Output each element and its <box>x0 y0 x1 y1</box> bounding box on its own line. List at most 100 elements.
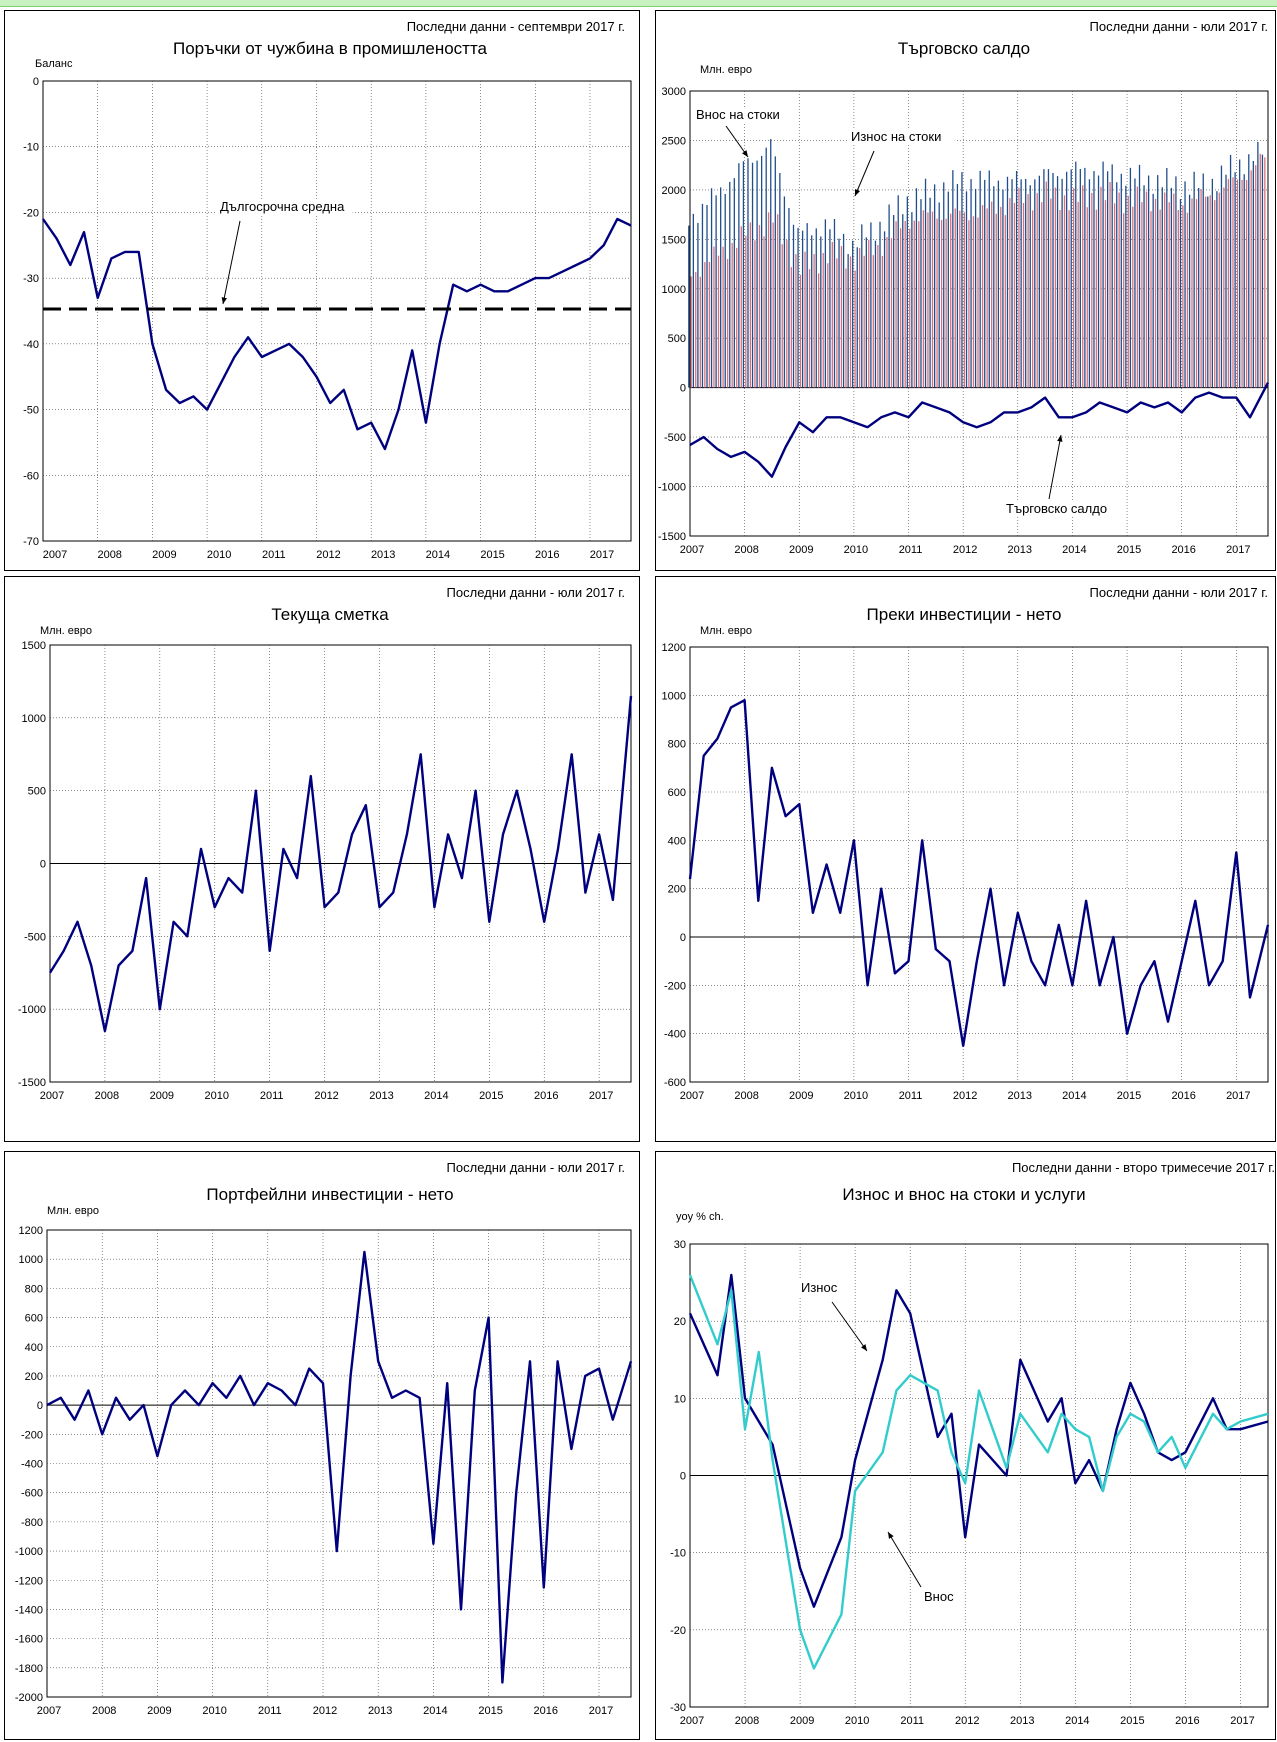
x-tick-label: 2017 <box>590 549 614 561</box>
x-tick-label: 2015 <box>478 1705 502 1717</box>
x-tick-label: 2016 <box>1175 1715 1199 1727</box>
x-tick-label: 2015 <box>1120 1715 1144 1727</box>
y-tick-label: -2000 <box>15 1692 43 1704</box>
y-tick-label: -1600 <box>15 1634 43 1646</box>
x-tick-label: 2014 <box>1062 1090 1086 1102</box>
annotation-arrowhead <box>854 189 861 196</box>
y-tick-label: -70 <box>23 536 39 548</box>
x-tick-label: 2012 <box>313 1705 337 1717</box>
chart-title: Търговско салдо <box>898 39 1030 58</box>
x-tick-label: 2009 <box>147 1705 171 1717</box>
y-tick-label: 1200 <box>662 642 686 654</box>
annotation-arrowhead <box>861 1344 867 1351</box>
y-tick-label: 3000 <box>662 86 686 98</box>
panel-portfolio: Последни данни - юли 2017 г. Портфейлни и… <box>4 1151 640 1740</box>
y-tick-label: -1400 <box>15 1604 43 1616</box>
annotation-bg <box>921 1589 956 1605</box>
chart-title: Преки инвестиции - нето <box>867 605 1062 624</box>
x-tick-label: 2016 <box>534 1090 558 1102</box>
y-tick-label: 500 <box>668 333 686 345</box>
y-tick-label: -200 <box>21 1429 43 1441</box>
y-tick-label: 400 <box>25 1342 43 1354</box>
y-tick-label: -20 <box>23 207 39 219</box>
x-tick-label: 2009 <box>150 1090 174 1102</box>
annotation-bg <box>798 1280 840 1296</box>
panel-trade: Последни данни - юли 2017 г. Търговско са… <box>655 10 1276 571</box>
x-tick-label: 2016 <box>534 1705 558 1717</box>
series-line <box>42 217 632 451</box>
x-tick-label: 2013 <box>368 1705 392 1717</box>
y-tick-label: -500 <box>24 931 46 943</box>
chart-current: Последни данни - юли 2017 г. Текуща сметк… <box>18 585 633 1102</box>
annotation-bg <box>1003 501 1117 517</box>
y-tick-label: -50 <box>23 405 39 417</box>
x-tick-label: 2008 <box>734 544 758 556</box>
x-tick-label: 2014 <box>1065 1715 1089 1727</box>
annotation-arrow <box>887 1531 922 1588</box>
chart-title: Текуща сметка <box>271 605 389 624</box>
x-tick-label: 2017 <box>1226 544 1250 556</box>
y-tick-label: -1500 <box>18 1077 46 1089</box>
chart-title: Портфейлни инвестиции - нето <box>206 1185 453 1204</box>
x-tick-label: 2007 <box>680 544 704 556</box>
y-tick-label: -800 <box>21 1517 43 1529</box>
y-tick-label: -600 <box>664 1077 686 1089</box>
plot-frame <box>42 80 632 542</box>
y-axis-unit: Млн. евро <box>700 625 752 637</box>
y-tick-label: -1800 <box>15 1663 43 1675</box>
y-tick-label: -1200 <box>15 1575 43 1587</box>
annotation-arrow <box>854 150 875 197</box>
x-tick-label: 2009 <box>790 1715 814 1727</box>
x-tick-label: 2017 <box>589 1090 613 1102</box>
x-tick-label: 2011 <box>262 549 286 561</box>
x-tick-label: 2011 <box>899 544 923 556</box>
x-tick-label: 2008 <box>97 549 121 561</box>
x-tick-label: 2014 <box>426 549 450 561</box>
x-tick-label: 2012 <box>953 1090 977 1102</box>
y-tick-label: 0 <box>40 859 46 871</box>
annotation-label: Износ <box>801 1280 838 1295</box>
x-tick-label: 2015 <box>480 549 504 561</box>
y-tick-label: 500 <box>28 786 46 798</box>
annotation-arrow <box>831 1301 868 1352</box>
y-tick-label: 200 <box>668 884 686 896</box>
x-tick-label: 2013 <box>369 1090 393 1102</box>
y-tick-label: 1500 <box>662 234 686 246</box>
y-tick-label: 0 <box>33 76 39 88</box>
top-strip <box>0 0 1277 7</box>
annotation-arrowhead <box>742 150 748 157</box>
x-tick-label: 2009 <box>789 544 813 556</box>
annotation-arrowhead <box>888 1532 894 1539</box>
y-axis-unit: Млн. евро <box>47 1205 99 1217</box>
y-tick-label: 20 <box>674 1316 686 1328</box>
y-tick-label: 800 <box>668 739 686 751</box>
y-tick-label: 0 <box>37 1400 43 1412</box>
x-tick-label: 2016 <box>1171 1090 1195 1102</box>
x-tick-label: 2012 <box>314 1090 338 1102</box>
plot-frame <box>689 646 1269 1083</box>
x-tick-label: 2016 <box>535 549 559 561</box>
y-tick-label: 10 <box>674 1393 686 1405</box>
x-tick-label: 2010 <box>844 544 868 556</box>
y-axis-unit: Млн. евро <box>700 64 752 76</box>
x-tick-label: 2012 <box>316 549 340 561</box>
panel-fdi: Последни данни - юли 2017 г. Преки инвест… <box>655 576 1276 1142</box>
y-tick-label: 400 <box>668 835 686 847</box>
series-line <box>688 699 1270 1047</box>
x-tick-label: 2008 <box>735 1715 759 1727</box>
y-tick-label: -1500 <box>658 531 686 543</box>
series-line <box>688 1274 1269 1670</box>
x-tick-label: 2012 <box>953 544 977 556</box>
y-tick-label: 1500 <box>22 640 46 652</box>
y-tick-label: 2000 <box>662 185 686 197</box>
x-tick-label: 2007 <box>680 1090 704 1102</box>
x-tick-label: 2015 <box>479 1090 503 1102</box>
annotation-bg <box>693 107 793 123</box>
annotation-arrowhead <box>1057 435 1063 442</box>
y-tick-label: -500 <box>664 432 686 444</box>
annotation-label: Внос <box>924 1589 954 1604</box>
y-tick-label: 800 <box>25 1283 43 1295</box>
annotation-label: Търговско салдо <box>1006 501 1107 516</box>
x-tick-label: 2009 <box>789 1090 813 1102</box>
y-tick-label: 0 <box>680 1471 686 1483</box>
